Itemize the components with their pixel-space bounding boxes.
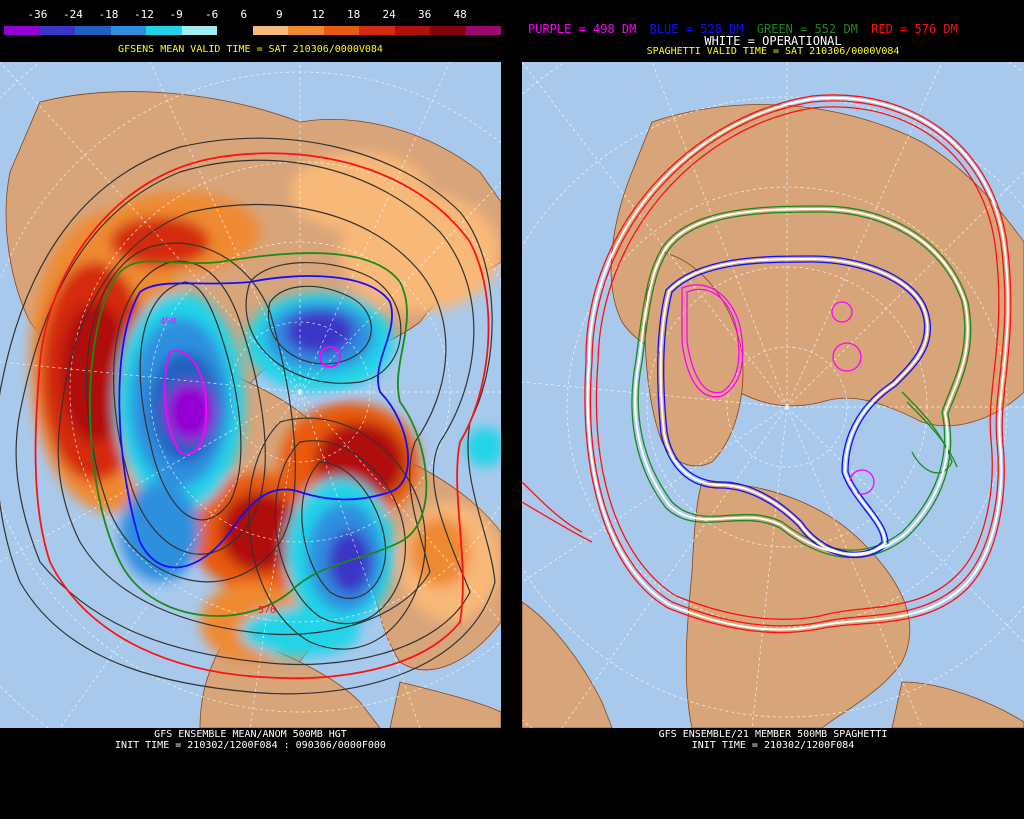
colorbar-tick-label: 12 [311, 8, 325, 21]
colorbar-cell [430, 26, 466, 35]
label-498: 498 [160, 317, 176, 327]
colorbar-cell [110, 26, 146, 35]
colorbar-tick-label: -24 [63, 8, 83, 21]
left-valid-time: GFSENS MEAN VALID TIME = SAT 210306/0000… [118, 44, 383, 55]
legend-purple: PURPLE = 498 DM [528, 22, 637, 36]
purple-498-contours [681, 284, 875, 495]
anomaly-colorbar [4, 26, 501, 35]
red-576-contours [522, 94, 1012, 634]
colorbar-cell [323, 26, 359, 35]
colorbar-tick-label: -18 [98, 8, 119, 21]
colorbar-cell [39, 26, 75, 35]
spaghetti-map [522, 62, 1024, 728]
colorbar-cell [181, 26, 217, 35]
spaghetti-contours [522, 94, 1012, 634]
right-valid-time: SPAGHETTI VALID TIME = SAT 210306/0000V0… [646, 46, 900, 57]
spaghetti-map-graphic [522, 62, 1024, 728]
colorbar-tick-label: -6 [205, 8, 219, 21]
legend-red: RED = 576 DM [871, 22, 958, 36]
left-caption-title: GFS ENSEMBLE MEAN/ANOM 500MB HGT [154, 729, 347, 740]
colorbar-tick-label: -36 [27, 8, 48, 21]
spaghetti-panel: PURPLE = 498 DM BLUE = 528 DM GREEN = 55… [522, 0, 1024, 819]
legend-green: GREEN = 552 DM [756, 22, 858, 36]
contour-legend: PURPLE = 498 DM BLUE = 528 DM GREEN = 55… [528, 23, 958, 36]
colorbar-cell [75, 26, 111, 35]
panel-divider [501, 0, 522, 819]
colorbar-tick-label: 48 [453, 8, 467, 21]
colorbar-cell [465, 26, 501, 35]
colorbar-tick-label: 9 [276, 8, 283, 21]
ensemble-mean-map: 576 498 [0, 62, 501, 728]
colorbar-cell [217, 26, 253, 35]
right-caption-title: GFS ENSEMBLE/21 MEMBER 500MB SPAGHETTI [658, 729, 888, 740]
height-contours [0, 137, 496, 695]
right-caption-init: INIT TIME = 210302/1200F084 [691, 740, 855, 751]
operational-white-contours [586, 96, 1009, 631]
colorbar-cell [146, 26, 182, 35]
colorbar-tick-label: -12 [134, 8, 154, 21]
colorbar-tick-label: 18 [347, 8, 361, 21]
colorbar-tick-label: 36 [418, 8, 432, 21]
colorbar-cell [4, 26, 40, 35]
key-contours [34, 152, 490, 680]
colorbar-cell [288, 26, 324, 35]
blue-528-contours [657, 255, 932, 558]
colorbar-cell [394, 26, 430, 35]
left-graticule [0, 62, 501, 728]
left-caption-init: INIT TIME = 210302/1200F084 : 090306/000… [115, 740, 386, 751]
legend-blue: BLUE = 528 DM [649, 22, 744, 36]
legend-white: WHITE = OPERATIONAL [704, 34, 842, 48]
colorbar-tick-label: 24 [382, 8, 396, 21]
ensemble-mean-panel: -36 -24 -18 -12 -9 -6 6 9 12 18 24 36 48 GFSENS MEAN… [0, 0, 501, 819]
colorbar-tick-label: 6 [240, 8, 248, 21]
label-576: 576 [258, 605, 276, 616]
ensemble-mean-map-graphic: 576 498 [0, 62, 501, 728]
colorbar-cell [252, 26, 288, 35]
colorbar-cell [359, 26, 395, 35]
green-552-contours [631, 205, 972, 559]
colorbar-tick-label: -9 [169, 8, 183, 21]
